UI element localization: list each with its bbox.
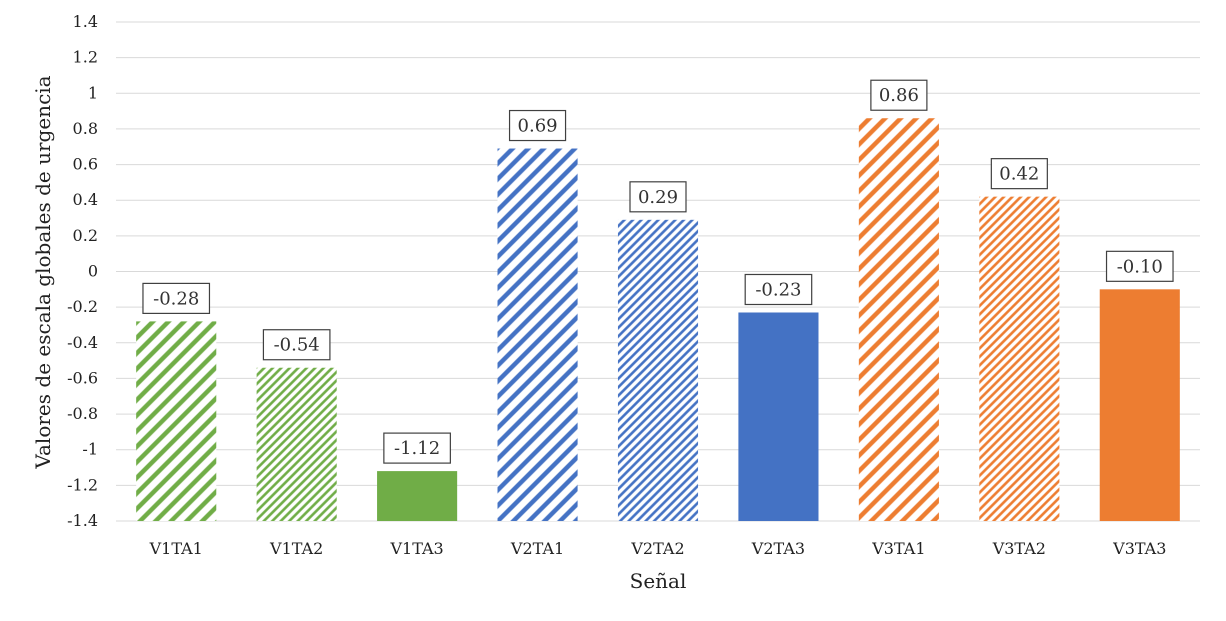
data-label-box bbox=[383, 432, 451, 464]
y-tick-label: 0.2 bbox=[73, 226, 98, 245]
x-tick-label: V2TA3 bbox=[751, 539, 805, 558]
data-label-box bbox=[990, 158, 1048, 190]
data-label: 0.29 bbox=[638, 187, 678, 208]
bar-v2ta2 bbox=[617, 219, 699, 521]
y-tick-label: -1.4 bbox=[67, 511, 98, 530]
data-label: -0.54 bbox=[274, 335, 320, 356]
y-tick-label: 1.2 bbox=[73, 48, 98, 67]
y-tick-label: -0.6 bbox=[67, 368, 98, 387]
x-tick-label: V1TA2 bbox=[269, 539, 323, 558]
y-tick-label: 1 bbox=[88, 83, 98, 102]
data-labels: -0.28 -0.54 -1.12 0.69 0.29 -0.23 0.86 0.42 -0.1… bbox=[142, 79, 1174, 464]
bar-v3ta3 bbox=[1099, 289, 1180, 521]
x-tick-label: V2TA1 bbox=[510, 539, 564, 558]
y-axis-ticks: 1.4 1.2 1 0.8 0.6 0.4 0.2 0 -0.2 -0.4 -0.6 -0.8 -1 -1… bbox=[67, 12, 98, 530]
bar-v3ta1 bbox=[858, 118, 939, 521]
x-tick-label: V1TA1 bbox=[149, 539, 203, 558]
y-tick-label: -1.2 bbox=[67, 475, 98, 494]
data-label-box bbox=[870, 79, 928, 111]
x-axis-ticks: V1TA1 V1TA2 V1TA3 V2TA1 V2TA2 V2TA3 V3TA1 V3TA2… bbox=[149, 539, 1167, 558]
y-tick-label: 0.4 bbox=[73, 190, 98, 209]
data-label: -0.10 bbox=[1117, 256, 1163, 277]
y-tick-label: -0.4 bbox=[67, 333, 98, 352]
bars bbox=[136, 118, 1180, 521]
x-tick-label: V3TA3 bbox=[1112, 539, 1166, 558]
bar-v3ta2 bbox=[979, 196, 1060, 521]
data-label-box bbox=[508, 109, 567, 142]
data-label: 0.86 bbox=[879, 85, 919, 106]
x-axis-title: Señal bbox=[630, 569, 687, 593]
y-tick-label: 0.8 bbox=[73, 119, 98, 138]
data-label: -1.12 bbox=[394, 438, 440, 459]
y-tick-label: -0.8 bbox=[67, 404, 98, 423]
data-label-box bbox=[1105, 250, 1174, 282]
y-tick-label: 1.4 bbox=[73, 12, 98, 31]
bar-v2ta1 bbox=[497, 148, 578, 521]
data-label-box bbox=[142, 282, 211, 314]
y-axis-title: Valores de escala globales de urgencia bbox=[31, 75, 55, 469]
data-label: 0.42 bbox=[999, 164, 1039, 185]
data-label-box bbox=[629, 181, 687, 213]
x-tick-label: V2TA2 bbox=[630, 539, 684, 558]
data-label: -0.23 bbox=[755, 279, 801, 300]
data-label-box bbox=[262, 329, 331, 361]
bar-v1ta2 bbox=[256, 367, 337, 521]
x-tick-label: V3TA1 bbox=[871, 539, 925, 558]
y-tick-label: -0.2 bbox=[67, 297, 98, 316]
data-label-box bbox=[744, 273, 813, 306]
y-tick-label: -1 bbox=[82, 440, 98, 459]
y-tick-label: 0 bbox=[88, 262, 98, 281]
x-tick-label: V1TA3 bbox=[389, 539, 443, 558]
y-tick-label: 0.6 bbox=[73, 155, 98, 174]
x-tick-label: V3TA2 bbox=[992, 539, 1046, 558]
data-label: -0.28 bbox=[153, 288, 199, 309]
data-label: 0.69 bbox=[518, 116, 558, 137]
bar-v1ta1 bbox=[136, 321, 217, 521]
bar-v1ta3 bbox=[377, 471, 458, 521]
bar-v2ta3 bbox=[738, 312, 819, 521]
